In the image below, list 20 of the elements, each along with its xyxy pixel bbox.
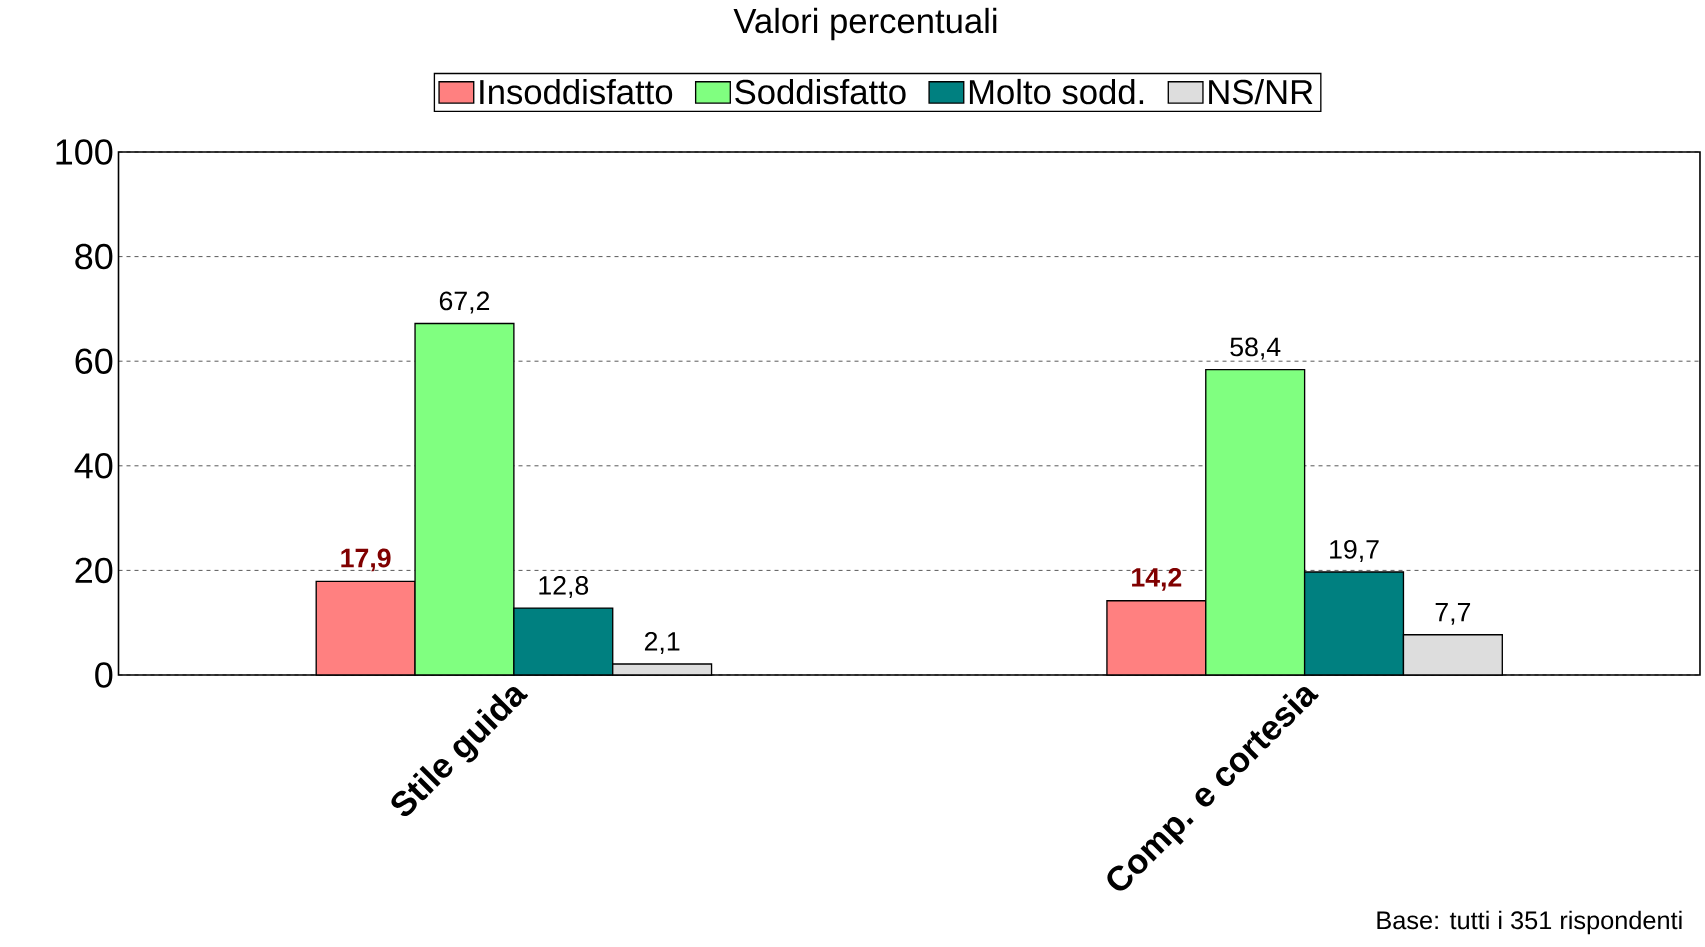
- y-tick-label: 60: [75, 348, 113, 374]
- legend-label: Soddisfatto: [735, 78, 906, 105]
- chart-title: Valori percentuali: [733, 7, 997, 41]
- data-label: 19,7: [1330, 539, 1379, 562]
- y-tick-label: 100: [56, 139, 113, 165]
- data-label: 7,7: [1435, 602, 1471, 625]
- y-tick-label: 40: [74, 453, 113, 479]
- legend-label: Molto sodd.: [969, 78, 1144, 105]
- y-tick-label: 20: [75, 557, 113, 584]
- legend-label: NS/NR: [1209, 78, 1313, 105]
- data-label: 17,9: [341, 548, 391, 572]
- data-label: 67,2: [439, 291, 490, 314]
- data-label: 14,2: [1132, 567, 1182, 591]
- legend-label: Insoddisfatto: [480, 78, 673, 105]
- data-label: 58,4: [1230, 337, 1281, 360]
- y-tick-label: 0: [95, 662, 113, 688]
- y-tick-label: 80: [75, 243, 113, 270]
- data-label: 12,8: [539, 575, 589, 599]
- data-label: 2,1: [644, 631, 680, 654]
- text: Base: tutti i 351 rispondenti: [1377, 910, 1682, 935]
